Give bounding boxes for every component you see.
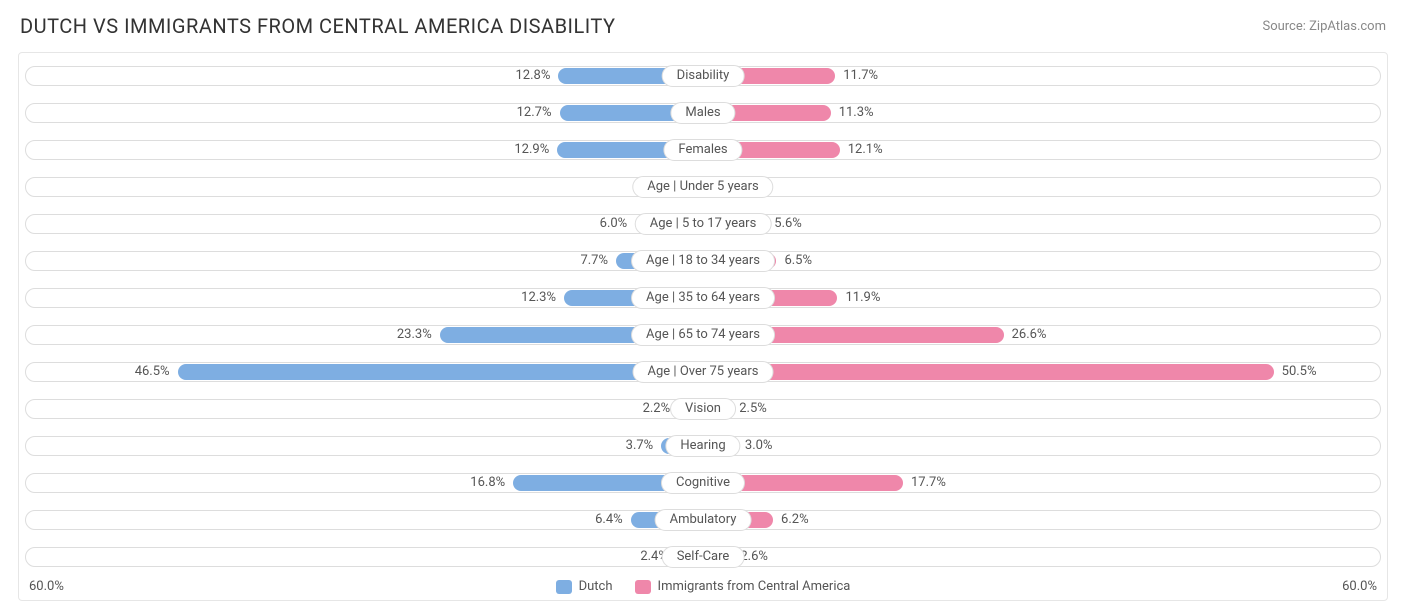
value-right: 6.5% xyxy=(784,251,812,271)
bar-row: 7.7% 6.5% Age | 18 to 34 years xyxy=(25,245,1381,277)
bar-row: 2.4%2.6%Self-Care xyxy=(25,541,1381,573)
value-left: 3.7% xyxy=(626,436,654,456)
value-right: 6.2% xyxy=(781,510,809,530)
chart-source: Source: ZipAtlas.com xyxy=(1262,19,1386,34)
value-right: 11.7% xyxy=(843,66,878,86)
value-left: 23.3% xyxy=(397,325,432,345)
chart-title: DUTCH VS IMMIGRANTS FROM CENTRAL AMERICA… xyxy=(20,14,616,38)
value-left: 12.9% xyxy=(514,140,549,160)
category-pill: Cognitive xyxy=(661,472,745,494)
value-right: 2.6% xyxy=(740,547,768,567)
legend-swatch-right xyxy=(635,580,651,594)
bar-row: 12.3% 11.9% Age | 35 to 64 years xyxy=(25,282,1381,314)
bar-row: 1.7%1.2%Age | Under 5 years xyxy=(25,171,1381,203)
chart-frame: 12.8% 11.7% Disability 12.7% 11.3% Males 12.9%… xyxy=(18,52,1388,601)
value-left: 6.0% xyxy=(600,214,628,234)
value-right: 11.3% xyxy=(839,103,874,123)
value-left: 6.4% xyxy=(595,510,623,530)
bar-row: 12.8% 11.7% Disability xyxy=(25,60,1381,92)
bar-row: 12.9% 12.1% Females xyxy=(25,134,1381,166)
value-left: 12.3% xyxy=(521,288,556,308)
value-right: 3.0% xyxy=(745,436,773,456)
category-pill: Hearing xyxy=(665,435,740,457)
value-left: 7.7% xyxy=(580,251,608,271)
legend-swatch-left xyxy=(556,580,572,594)
bar-row: 2.2% 2.5%Vision xyxy=(25,393,1381,425)
value-right: 2.5% xyxy=(739,399,767,419)
bar-row: 6.0% 5.6%Age | 5 to 17 years xyxy=(25,208,1381,240)
value-right: 5.6% xyxy=(774,214,802,234)
category-pill: Vision xyxy=(670,398,736,420)
legend-item-right: Immigrants from Central America xyxy=(635,579,851,594)
value-left: 46.5% xyxy=(135,362,170,382)
value-left: 12.8% xyxy=(516,66,551,86)
value-right: 50.5% xyxy=(1282,362,1317,382)
category-pill: Age | Under 5 years xyxy=(632,176,773,198)
legend-label-left: Dutch xyxy=(579,579,613,594)
legend: Dutch Immigrants from Central America xyxy=(64,579,1342,594)
value-left: 16.8% xyxy=(470,473,505,493)
chart-footer: 60.0% Dutch Immigrants from Central Amer… xyxy=(19,575,1387,600)
value-right: 17.7% xyxy=(911,473,946,493)
axis-max-left: 60.0% xyxy=(29,579,64,594)
bar-right xyxy=(703,364,1274,380)
category-pill: Age | Over 75 years xyxy=(633,361,774,383)
chart-header: DUTCH VS IMMIGRANTS FROM CENTRAL AMERICA… xyxy=(0,0,1406,52)
category-pill: Age | 5 to 17 years xyxy=(635,213,772,235)
axis-max-right: 60.0% xyxy=(1342,579,1377,594)
bar-row: 16.8% 17.7% Cognitive xyxy=(25,467,1381,499)
bar-left xyxy=(178,364,703,380)
legend-label-right: Immigrants from Central America xyxy=(658,579,851,594)
legend-item-left: Dutch xyxy=(556,579,613,594)
value-left: 2.2% xyxy=(643,399,671,419)
bar-row: 3.7% 3.0%Hearing xyxy=(25,430,1381,462)
value-right: 11.9% xyxy=(845,288,880,308)
bar-row: 23.3% 26.6% Age | 65 to 74 years xyxy=(25,319,1381,351)
category-pill: Age | 18 to 34 years xyxy=(631,250,775,272)
value-left: 12.7% xyxy=(517,103,552,123)
value-right: 12.1% xyxy=(848,140,883,160)
category-pill: Age | 65 to 74 years xyxy=(631,324,775,346)
bar-row: 46.5% 50.5% Age | Over 75 years xyxy=(25,356,1381,388)
category-pill: Females xyxy=(663,139,742,161)
category-pill: Age | 35 to 64 years xyxy=(631,287,775,309)
bar-row: 6.4% 6.2% Ambulatory xyxy=(25,504,1381,536)
category-pill: Ambulatory xyxy=(655,509,752,531)
category-pill: Self-Care xyxy=(662,546,745,568)
category-pill: Disability xyxy=(662,65,745,87)
category-pill: Males xyxy=(670,102,735,124)
bar-row: 12.7% 11.3% Males xyxy=(25,97,1381,129)
chart-rows: 12.8% 11.7% Disability 12.7% 11.3% Males 12.9%… xyxy=(19,57,1387,575)
value-right: 26.6% xyxy=(1012,325,1047,345)
